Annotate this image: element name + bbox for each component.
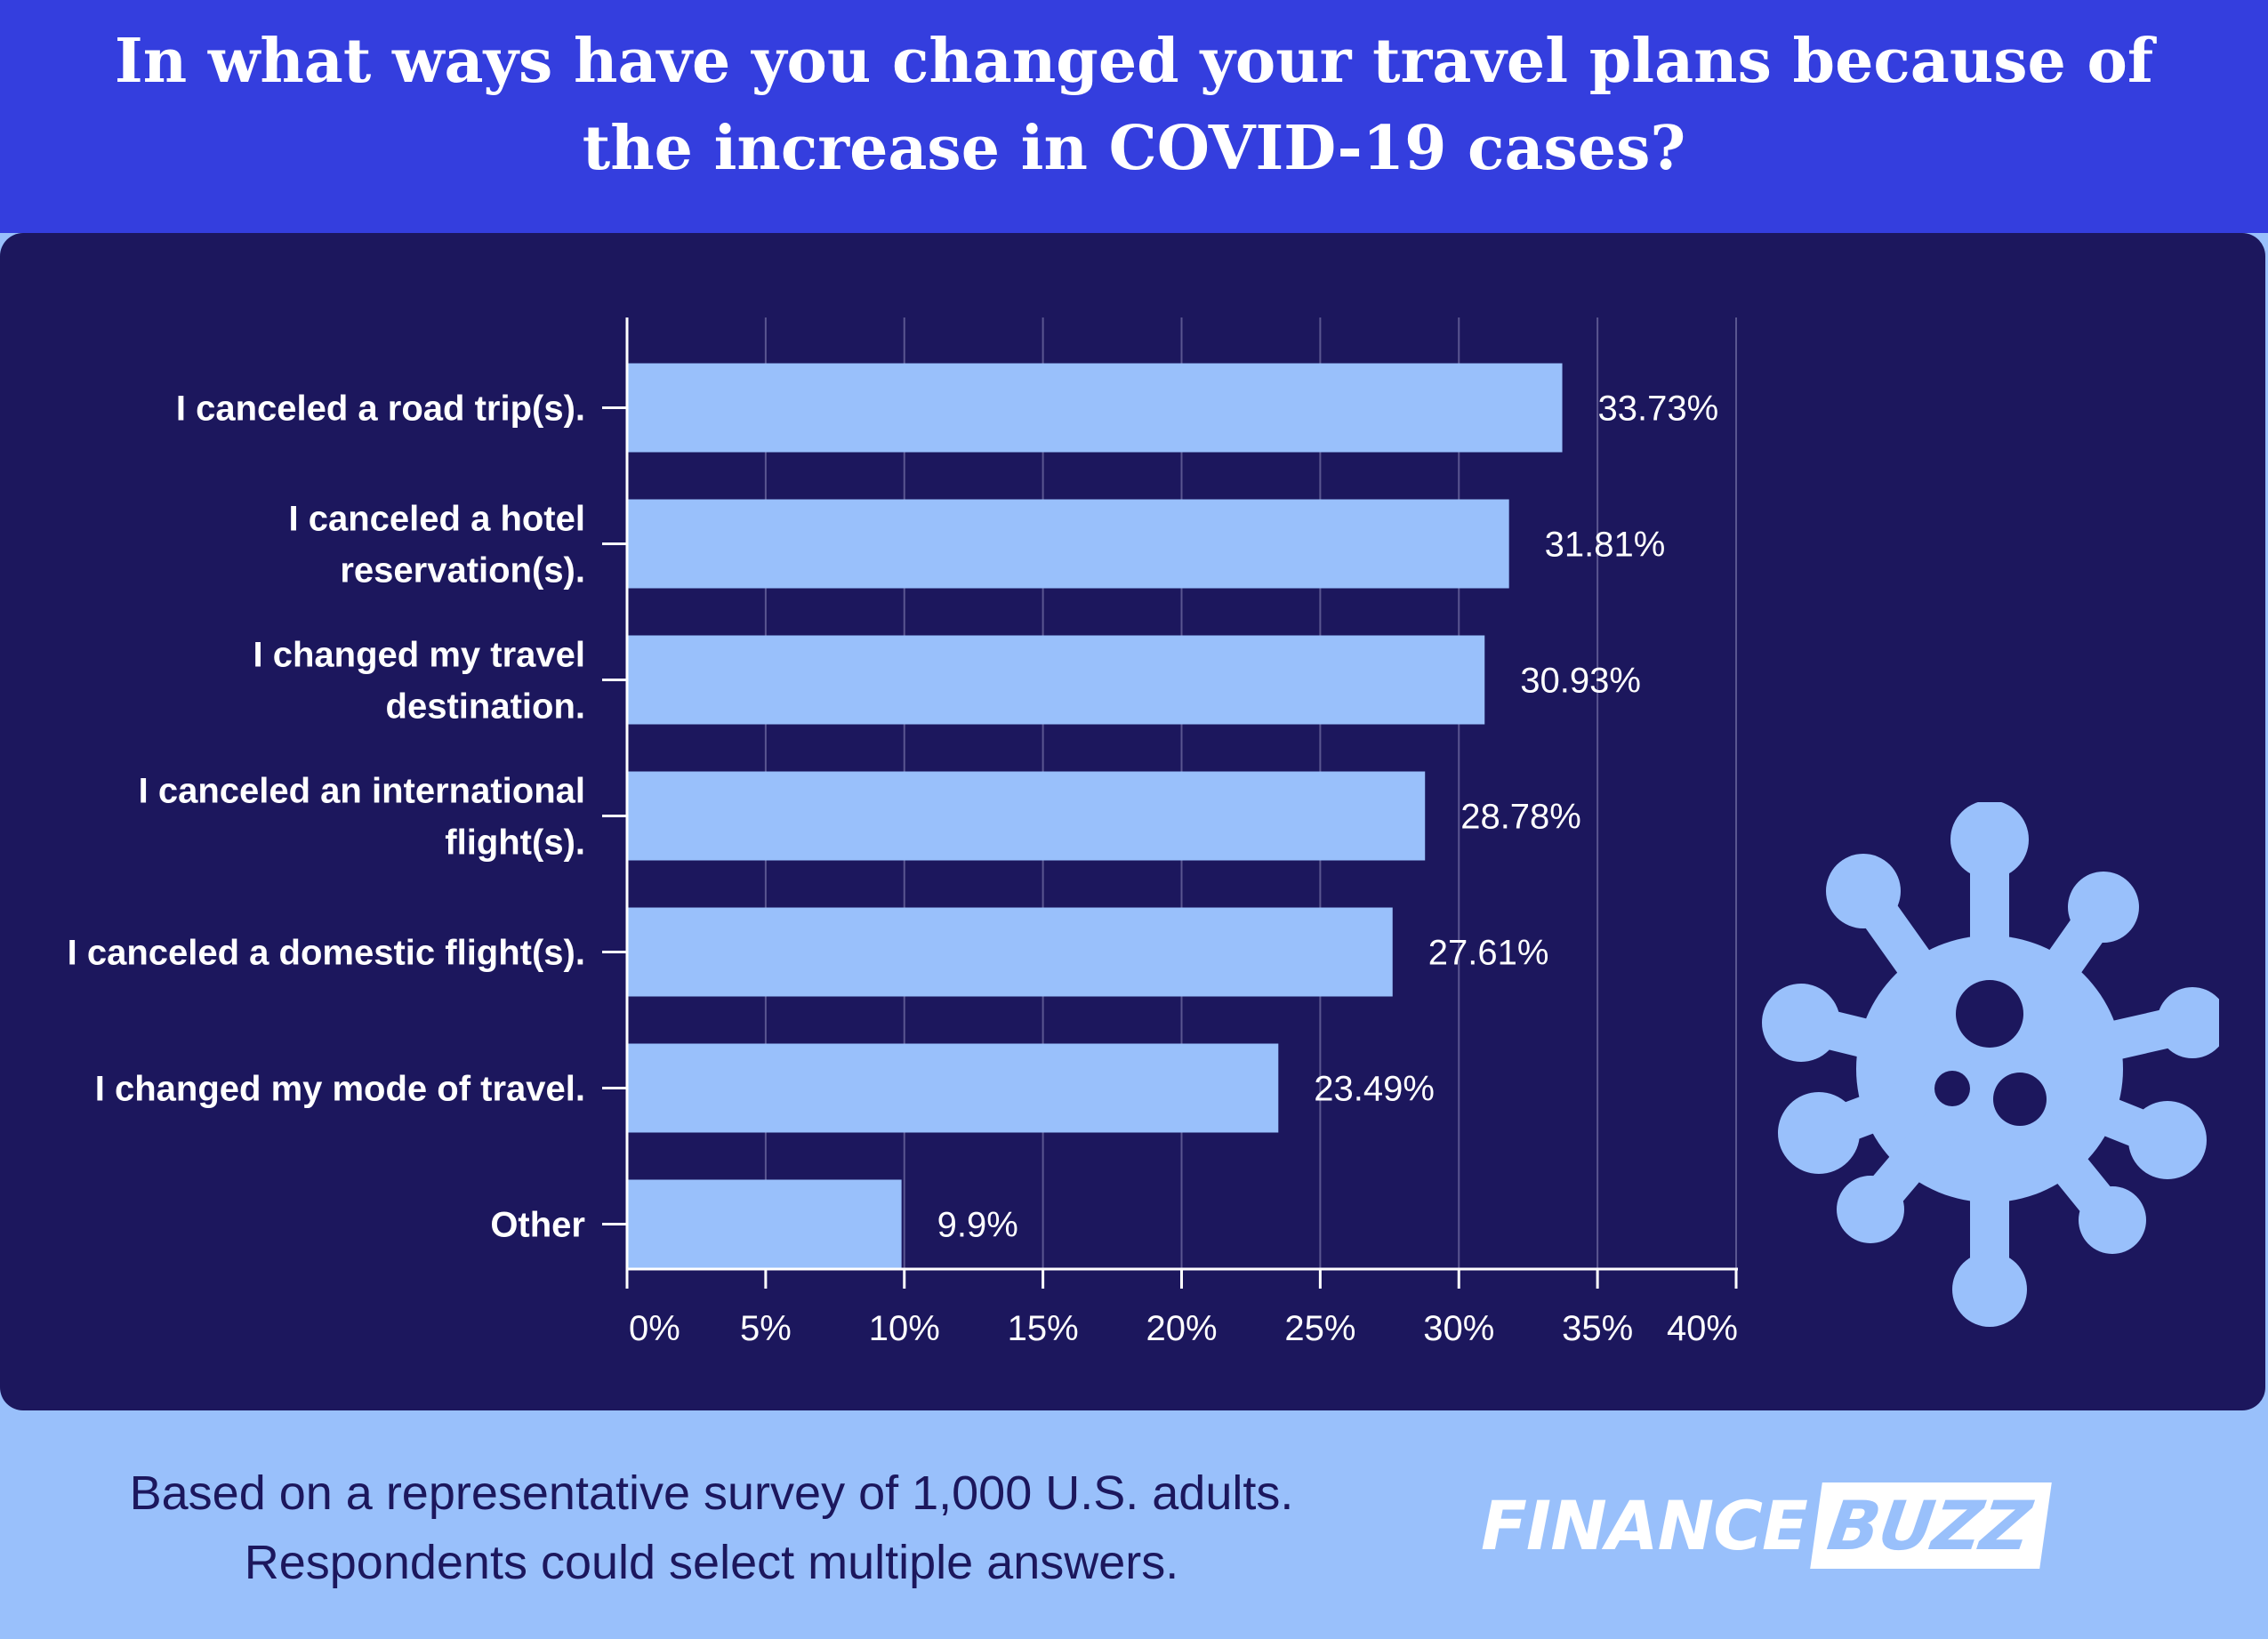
chart-title: In what ways have you changed your trave… bbox=[114, 26, 2154, 184]
footer-line-1: Based on a representative survey of 1,00… bbox=[129, 1466, 1294, 1520]
virus-icon bbox=[1762, 802, 2219, 1327]
value-label: 23.49% bbox=[1314, 1070, 1435, 1109]
labels: 0% 5% 10% 15% 20% 25% 30% 35% 40% 33.73% I cancele… bbox=[68, 390, 1738, 1349]
x-tick-label: 10% bbox=[869, 1309, 940, 1348]
value-label: 30.93% bbox=[1520, 662, 1641, 701]
footer-note: Based on a representative survey of 1,00… bbox=[62, 1458, 1361, 1597]
category-label: Other bbox=[490, 1206, 585, 1245]
bar bbox=[627, 635, 1485, 725]
bar bbox=[627, 1043, 1279, 1133]
category-label: I canceled an international flight(s). bbox=[139, 772, 585, 863]
value-label: 31.81% bbox=[1545, 526, 1666, 565]
bar-chart: 0% 5% 10% 15% 20% 25% 30% 35% 40% 33.73% I cancele… bbox=[68, 317, 1738, 1349]
category-label: I changed my mode of travel. bbox=[95, 1070, 585, 1109]
category-label-line: Other bbox=[490, 1206, 585, 1245]
logo-buzz-text: BUZZ bbox=[1810, 1482, 2052, 1569]
bar bbox=[627, 363, 1563, 453]
x-tick-label: 40% bbox=[1667, 1309, 1738, 1348]
x-tick-label: 20% bbox=[1146, 1309, 1217, 1348]
category-label-line: I changed my mode of travel. bbox=[95, 1070, 585, 1109]
category-label: I canceled a domestic flight(s). bbox=[68, 934, 585, 973]
x-tick-label: 35% bbox=[1562, 1309, 1633, 1348]
value-label: 28.78% bbox=[1460, 798, 1581, 837]
category-label-line: I canceled a road trip(s). bbox=[176, 390, 585, 429]
logo-finance-text: FINANCE bbox=[1481, 1485, 1808, 1565]
category-label-line: I canceled an international bbox=[139, 772, 585, 811]
bar bbox=[627, 499, 1509, 589]
axes bbox=[602, 317, 1738, 1289]
value-label: 27.61% bbox=[1428, 934, 1549, 973]
category-label: I canceled a hotel reservation(s). bbox=[289, 500, 585, 591]
bars bbox=[627, 363, 1563, 1269]
category-label-line: I changed my travel bbox=[253, 636, 585, 675]
chart-panel: 0% 5% 10% 15% 20% 25% 30% 35% 40% 33.73% I cancele… bbox=[0, 233, 2265, 1410]
x-tick-label: 30% bbox=[1423, 1309, 1494, 1348]
bar bbox=[627, 907, 1393, 997]
category-label: I canceled a road trip(s). bbox=[176, 390, 585, 429]
category-label-line: flight(s). bbox=[445, 824, 585, 863]
category-label: I changed my travel destination. bbox=[253, 636, 585, 727]
financebuzz-logo: FINANCE BUZZ bbox=[1481, 1476, 2052, 1574]
category-label-line: destination. bbox=[386, 687, 585, 727]
header-banner: In what ways have you changed your trave… bbox=[0, 0, 2268, 233]
bar bbox=[627, 771, 1426, 861]
x-tick-label: 15% bbox=[1008, 1309, 1079, 1348]
value-label: 9.9% bbox=[937, 1206, 1018, 1245]
x-tick-label: 0% bbox=[629, 1309, 680, 1348]
x-tick-label: 25% bbox=[1284, 1309, 1355, 1348]
category-label-line: I canceled a hotel bbox=[289, 500, 585, 539]
x-tick-label: 5% bbox=[740, 1309, 792, 1348]
category-label-line: I canceled a domestic flight(s). bbox=[68, 934, 585, 973]
bar bbox=[627, 1179, 902, 1269]
footer-line-2: Respondents could select multiple answer… bbox=[244, 1536, 1179, 1589]
category-label-line: reservation(s). bbox=[340, 551, 585, 591]
value-label: 33.73% bbox=[1598, 390, 1719, 429]
